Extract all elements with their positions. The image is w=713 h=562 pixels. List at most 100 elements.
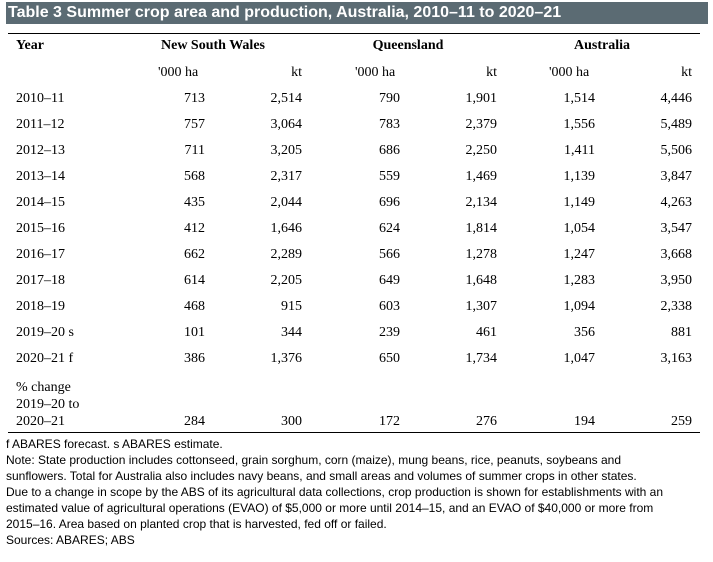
table-cell: 614 bbox=[184, 273, 205, 288]
change-cell: 300 bbox=[281, 414, 302, 429]
table-cell: 2,205 bbox=[270, 273, 303, 288]
change-cell: 259 bbox=[671, 414, 692, 429]
table-cell: 461 bbox=[476, 325, 497, 340]
table-cell: 1,247 bbox=[563, 247, 596, 262]
table-cell: 1,814 bbox=[465, 221, 498, 236]
header-year: Year bbox=[16, 38, 44, 53]
header-unit: kt bbox=[681, 65, 692, 80]
table-cell: 5,506 bbox=[660, 143, 693, 158]
row-year: 2010–11 bbox=[16, 91, 65, 106]
change-cell: 194 bbox=[574, 414, 595, 429]
row-year: 2016–17 bbox=[16, 247, 65, 262]
table-cell: 783 bbox=[379, 117, 400, 132]
row-year: 2012–13 bbox=[16, 143, 65, 158]
header-region: Australia bbox=[574, 38, 630, 53]
table-cell: 2,514 bbox=[270, 91, 303, 106]
note-line: f ABARES forecast. s ABARES estimate. bbox=[6, 437, 223, 451]
change-label: % change bbox=[16, 380, 71, 395]
table-cell: 711 bbox=[184, 143, 205, 158]
table-cell: 1,139 bbox=[563, 169, 596, 184]
table-cell: 566 bbox=[379, 247, 400, 262]
table-cell: 344 bbox=[281, 325, 302, 340]
table-top-rule bbox=[8, 33, 700, 34]
table-cell: 386 bbox=[184, 351, 205, 366]
table-cell: 1,149 bbox=[563, 195, 596, 210]
table-cell: 686 bbox=[379, 143, 400, 158]
table-cell: 915 bbox=[281, 299, 302, 314]
table-cell: 3,163 bbox=[660, 351, 693, 366]
table-cell: 101 bbox=[184, 325, 205, 340]
note-line: Due to a change in scope by the ABS of i… bbox=[6, 485, 664, 499]
table-cell: 1,646 bbox=[270, 221, 303, 236]
table-cell: 1,376 bbox=[270, 351, 303, 366]
row-year: 2015–16 bbox=[16, 221, 65, 236]
header-unit: '000 ha bbox=[355, 65, 396, 80]
table-cell: 1,094 bbox=[563, 299, 596, 314]
row-year: 2017–18 bbox=[16, 273, 65, 288]
table-cell: 568 bbox=[184, 169, 205, 184]
table-cell: 559 bbox=[379, 169, 400, 184]
header-unit: '000 ha bbox=[549, 65, 590, 80]
table-cell: 468 bbox=[184, 299, 205, 314]
table-cell: 881 bbox=[671, 325, 692, 340]
change-label: 2020–21 bbox=[16, 414, 65, 429]
table-cell: 3,668 bbox=[660, 247, 693, 262]
table-cell: 1,901 bbox=[465, 91, 498, 106]
note-line: sunflowers. Total for Australia also inc… bbox=[6, 469, 637, 483]
table-cell: 239 bbox=[379, 325, 400, 340]
table-cell: 662 bbox=[184, 247, 205, 262]
table-notes: f ABARES forecast. s ABARES estimate. No… bbox=[6, 436, 706, 548]
table-cell: 1,411 bbox=[564, 143, 595, 158]
table-cell: 3,205 bbox=[270, 143, 303, 158]
table-cell: 3,847 bbox=[660, 169, 693, 184]
table-cell: 3,950 bbox=[660, 273, 693, 288]
change-cell: 172 bbox=[379, 414, 400, 429]
table-cell: 1,734 bbox=[465, 351, 498, 366]
header-unit: kt bbox=[291, 65, 302, 80]
row-year: 2013–14 bbox=[16, 169, 65, 184]
header-region: Queensland bbox=[372, 38, 444, 53]
row-year: 2019–20 s bbox=[16, 325, 74, 340]
change-cell: 284 bbox=[184, 414, 205, 429]
table-cell: 650 bbox=[379, 351, 400, 366]
row-year: 2020–21 f bbox=[16, 351, 74, 366]
table-cell: 4,263 bbox=[660, 195, 693, 210]
table-cell: 435 bbox=[184, 195, 205, 210]
table-cell: 2,134 bbox=[465, 195, 498, 210]
table-cell: 2,317 bbox=[270, 169, 303, 184]
table-cell: 696 bbox=[379, 195, 400, 210]
table-cell: 1,283 bbox=[563, 273, 596, 288]
note-line: Sources: ABARES; ABS bbox=[6, 533, 135, 547]
table-cell: 1,469 bbox=[465, 169, 498, 184]
note-line: 2015–16. Area based on planted crop that… bbox=[6, 517, 387, 531]
table-cell: 2,379 bbox=[465, 117, 498, 132]
table-cell: 412 bbox=[184, 221, 205, 236]
header-unit: '000 ha bbox=[158, 65, 199, 80]
header-region: New South Wales bbox=[161, 38, 265, 53]
note-line: Note: State production includes cottonse… bbox=[6, 453, 622, 467]
table-cell: 1,307 bbox=[465, 299, 498, 314]
row-year: 2011–12 bbox=[16, 117, 65, 132]
note-line: estimated value of agricultural operatio… bbox=[6, 501, 654, 515]
row-year: 2014–15 bbox=[16, 195, 65, 210]
table-title: Table 3 Summer crop area and production,… bbox=[6, 2, 708, 24]
table-cell: 2,250 bbox=[465, 143, 498, 158]
table-cell: 624 bbox=[379, 221, 400, 236]
table-cell: 790 bbox=[379, 91, 400, 106]
table-cell: 1,514 bbox=[563, 91, 596, 106]
table-cell: 3,064 bbox=[270, 117, 303, 132]
table-cell: 3,547 bbox=[660, 221, 693, 236]
header-unit: kt bbox=[486, 65, 497, 80]
table-cell: 356 bbox=[574, 325, 595, 340]
table-cell: 1,648 bbox=[465, 273, 498, 288]
table-cell: 2,044 bbox=[270, 195, 303, 210]
table-cell: 757 bbox=[184, 117, 205, 132]
table-cell: 4,446 bbox=[660, 91, 693, 106]
change-cell: 276 bbox=[476, 414, 497, 429]
table-bottom-rule bbox=[8, 432, 700, 433]
table-cell: 1,054 bbox=[563, 221, 596, 236]
change-label: 2019–20 to bbox=[16, 397, 80, 412]
table-cell: 1,278 bbox=[465, 247, 498, 262]
table-cell: 713 bbox=[184, 91, 205, 106]
table-cell: 1,047 bbox=[563, 351, 596, 366]
